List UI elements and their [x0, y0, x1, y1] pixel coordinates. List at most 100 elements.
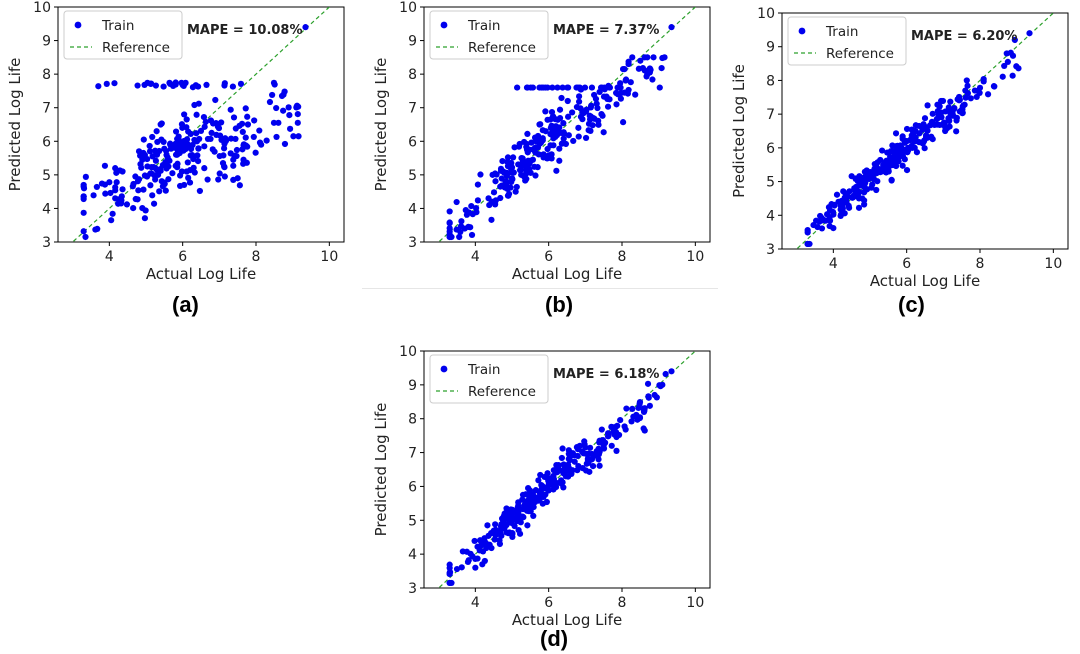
data-point — [101, 162, 109, 169]
data-point — [980, 75, 987, 83]
data-point — [174, 146, 181, 154]
data-point — [239, 146, 246, 153]
data-point — [221, 163, 228, 170]
legend-reference-label: Reference — [826, 46, 894, 62]
data-point — [80, 183, 87, 190]
data-point — [921, 137, 928, 144]
reference-line — [71, 7, 331, 242]
x-tick-label: 8 — [618, 595, 627, 611]
data-point — [106, 179, 113, 186]
panel-a: 3 4 5 6 7 8 9 10 4 6 8 10 Actual Log Life Predicted L… — [0, 0, 360, 330]
data-point — [576, 98, 583, 105]
data-point — [80, 195, 87, 203]
data-point — [891, 149, 898, 156]
data-point — [535, 477, 542, 484]
data-point — [112, 165, 119, 172]
data-point — [579, 465, 586, 472]
data-point — [175, 137, 183, 144]
data-point — [134, 178, 142, 185]
data-point — [964, 90, 971, 97]
data-point — [1009, 72, 1016, 79]
legend-train-marker — [74, 21, 82, 29]
data-point — [921, 115, 929, 122]
y-tick-label: 3 — [408, 235, 417, 251]
data-point — [139, 204, 146, 212]
x-tick-label: 10 — [686, 595, 704, 611]
data-point — [244, 121, 252, 128]
data-point — [984, 91, 992, 98]
data-point — [661, 54, 668, 61]
data-point — [527, 169, 534, 176]
data-point — [940, 119, 948, 126]
data-point — [498, 175, 505, 182]
x-axis-label: Actual Log Life — [146, 265, 256, 283]
legend-train-label: Train — [467, 18, 500, 34]
data-point — [216, 170, 223, 177]
data-point — [912, 137, 919, 144]
data-point — [991, 83, 998, 90]
data-point — [115, 196, 122, 203]
x-axis-label: Actual Log Life — [512, 265, 622, 283]
legend-reference-label: Reference — [468, 384, 536, 400]
data-point — [130, 204, 137, 212]
legend-box — [429, 354, 549, 404]
data-point — [177, 172, 184, 179]
data-point — [622, 426, 629, 433]
data-point — [897, 150, 904, 157]
data-point — [525, 485, 532, 492]
data-point — [220, 152, 227, 159]
data-point — [148, 80, 155, 87]
data-point — [294, 119, 301, 126]
x-axis-label: Actual Log Life — [512, 611, 622, 629]
data-point — [617, 95, 624, 102]
data-point — [163, 165, 170, 172]
data-point — [879, 147, 886, 154]
data-point — [613, 101, 620, 108]
data-point — [158, 120, 165, 127]
y-tick-label: 5 — [42, 168, 51, 184]
data-point — [539, 135, 546, 142]
data-point — [628, 418, 635, 425]
data-point — [581, 84, 589, 91]
data-point — [586, 468, 593, 475]
y-tick-label: 8 — [42, 67, 51, 83]
y-tick-label: 8 — [408, 67, 417, 83]
data-point — [576, 84, 583, 91]
data-point — [140, 136, 147, 143]
data-point — [273, 133, 280, 141]
data-point — [158, 178, 165, 185]
mape-annotation: MAPE = 10.08% — [187, 23, 303, 38]
x-tick-label: 4 — [471, 249, 480, 265]
data-point — [835, 198, 842, 205]
data-point — [172, 128, 180, 135]
data-point — [186, 179, 194, 186]
caption-d: (d) — [540, 626, 569, 651]
x-tick-label: 8 — [252, 249, 261, 265]
data-point — [518, 171, 525, 178]
data-point — [871, 160, 878, 168]
data-point — [575, 133, 582, 140]
data-point — [194, 152, 201, 159]
data-point — [212, 96, 219, 104]
data-point — [598, 110, 605, 118]
data-point — [544, 485, 551, 492]
data-point — [613, 447, 620, 454]
data-point — [596, 462, 603, 469]
y-tick-label: 10 — [757, 6, 775, 22]
data-point — [649, 76, 656, 83]
data-point — [498, 521, 505, 528]
data-point — [592, 95, 600, 103]
data-point — [911, 144, 918, 151]
legend-train-label: Train — [825, 24, 858, 40]
data-point — [486, 541, 493, 548]
data-point — [290, 133, 297, 140]
x-axis-label: Actual Log Life — [870, 272, 980, 290]
plot-area — [437, 351, 697, 588]
data-point — [448, 233, 455, 241]
x-tick-label: 6 — [544, 249, 553, 265]
data-point — [570, 137, 577, 145]
data-point — [172, 80, 179, 87]
data-point — [544, 470, 551, 477]
data-point — [227, 106, 234, 113]
data-point — [899, 162, 906, 169]
